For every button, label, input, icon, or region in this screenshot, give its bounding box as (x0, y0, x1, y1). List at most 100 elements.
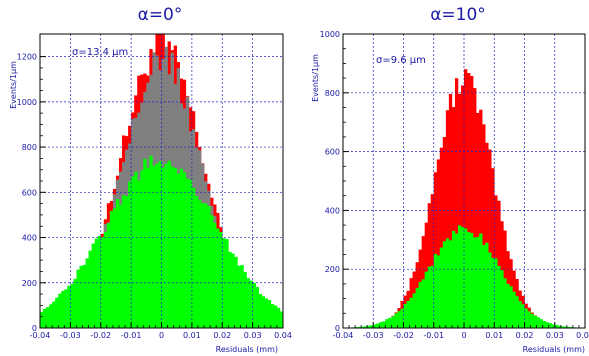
y-tick-label: 0 (335, 324, 340, 333)
histogram-bar (167, 160, 171, 328)
histogram-bar (566, 326, 571, 328)
histogram-bar (433, 253, 438, 328)
histogram-bar (200, 203, 205, 328)
histogram-bar (231, 253, 235, 328)
histogram-bar (373, 324, 377, 328)
y-tick-label: 800 (22, 143, 37, 152)
y-tick-label: 400 (325, 206, 340, 215)
histogram-bar (457, 225, 462, 328)
histogram-bar (442, 241, 447, 328)
histogram-bar (557, 325, 562, 328)
histogram-bar (225, 239, 229, 328)
histogram-bar (91, 243, 95, 328)
histogram-bar (376, 323, 380, 328)
y-axis-label: Events/1µm (311, 54, 320, 102)
histogram-bar (270, 304, 275, 328)
histogram-bar (46, 307, 50, 328)
histogram-bar (548, 323, 553, 328)
y-tick-label: 600 (22, 188, 37, 197)
y-tick-label: 1000 (17, 98, 37, 107)
histogram-bar (122, 195, 126, 328)
histogram-bar (125, 196, 129, 328)
histogram-bar (164, 163, 168, 328)
histogram-bar (497, 200, 501, 328)
histogram-bar (467, 73, 471, 329)
y-tick-label: 200 (325, 265, 340, 274)
x-tick-label: 0.02 (213, 331, 231, 340)
histogram-bar (488, 252, 492, 328)
histogram-bar (539, 319, 543, 328)
histogram-bar (94, 238, 99, 328)
histogram-bar (140, 170, 144, 328)
x-tick-label: -0.01 (423, 331, 444, 340)
histogram-bar (222, 238, 226, 328)
histogram-bar (118, 204, 123, 328)
histogram-bar (454, 233, 459, 328)
histogram-bar (521, 304, 525, 328)
histogram-bar (497, 266, 501, 328)
histogram-bar (364, 326, 368, 328)
histogram-bar (88, 250, 92, 328)
histogram-bar (152, 165, 156, 328)
histogram-bar (460, 227, 465, 328)
histogram-bar (439, 247, 444, 328)
histogram-bar (161, 167, 165, 328)
histogram-bar (494, 258, 498, 328)
histogram-bar (134, 171, 138, 328)
x-tick-label: 0.03 (244, 331, 262, 340)
histogram-bar (128, 181, 132, 328)
histogram-bar (545, 322, 549, 328)
histogram-bar (464, 228, 468, 328)
histogram-bar (473, 237, 477, 328)
histogram-bar (246, 278, 250, 328)
histogram-bar (457, 93, 462, 328)
histogram-bar (106, 223, 111, 328)
histogram-bar (542, 320, 546, 328)
histogram-bar (64, 289, 68, 328)
histogram-bar (467, 232, 471, 328)
histogram-bar (204, 203, 208, 328)
histogram-bar (512, 291, 516, 328)
histogram-bar (255, 287, 259, 328)
histogram-bar (424, 271, 428, 328)
histogram-bar (560, 326, 565, 328)
histogram-bar (436, 255, 441, 328)
histogram-bar (439, 147, 444, 328)
histogram-bar (237, 265, 241, 328)
histogram-bar (454, 78, 459, 328)
histogram-bar (213, 222, 217, 328)
histogram-bar (210, 215, 214, 328)
sigma-annotation: σ=9.6 µm (376, 55, 426, 66)
histogram-bar (403, 303, 407, 328)
histogram-bar (137, 180, 141, 328)
histogram-bar (533, 315, 537, 328)
histogram-bar (445, 110, 450, 328)
histogram-bar (82, 264, 86, 328)
histogram-bar (445, 238, 450, 328)
histogram-bar (185, 178, 190, 328)
x-axis-label: Residuals (mm) (216, 345, 278, 354)
histogram-bar (273, 305, 278, 328)
histogram-bar (476, 112, 480, 328)
panel-alpha-0: -0.04 -0.03 -0.02 -0.01 0 0.01 0.02 0.03 0.04 0 20… (9, 5, 292, 354)
histogram-bar (524, 308, 528, 328)
histogram-bar (433, 172, 438, 328)
histogram-bar (73, 278, 77, 328)
histogram-bar (382, 321, 386, 328)
histogram-bar (530, 313, 534, 328)
histogram-bar (109, 210, 114, 328)
y-tick-label: 400 (22, 234, 37, 243)
histogram-bar (527, 311, 531, 328)
histogram-bar (79, 265, 83, 328)
histogram-bar (258, 293, 263, 328)
histogram-bar (179, 168, 184, 328)
x-tick-label: -0.02 (393, 331, 414, 340)
histogram-bar (482, 244, 486, 328)
histogram-bar (464, 69, 468, 329)
y-tick-label: 1000 (320, 30, 340, 39)
histogram-bar (191, 187, 196, 328)
histogram-bar (479, 233, 483, 328)
histogram-series (343, 225, 586, 328)
histogram-bar (70, 283, 74, 328)
